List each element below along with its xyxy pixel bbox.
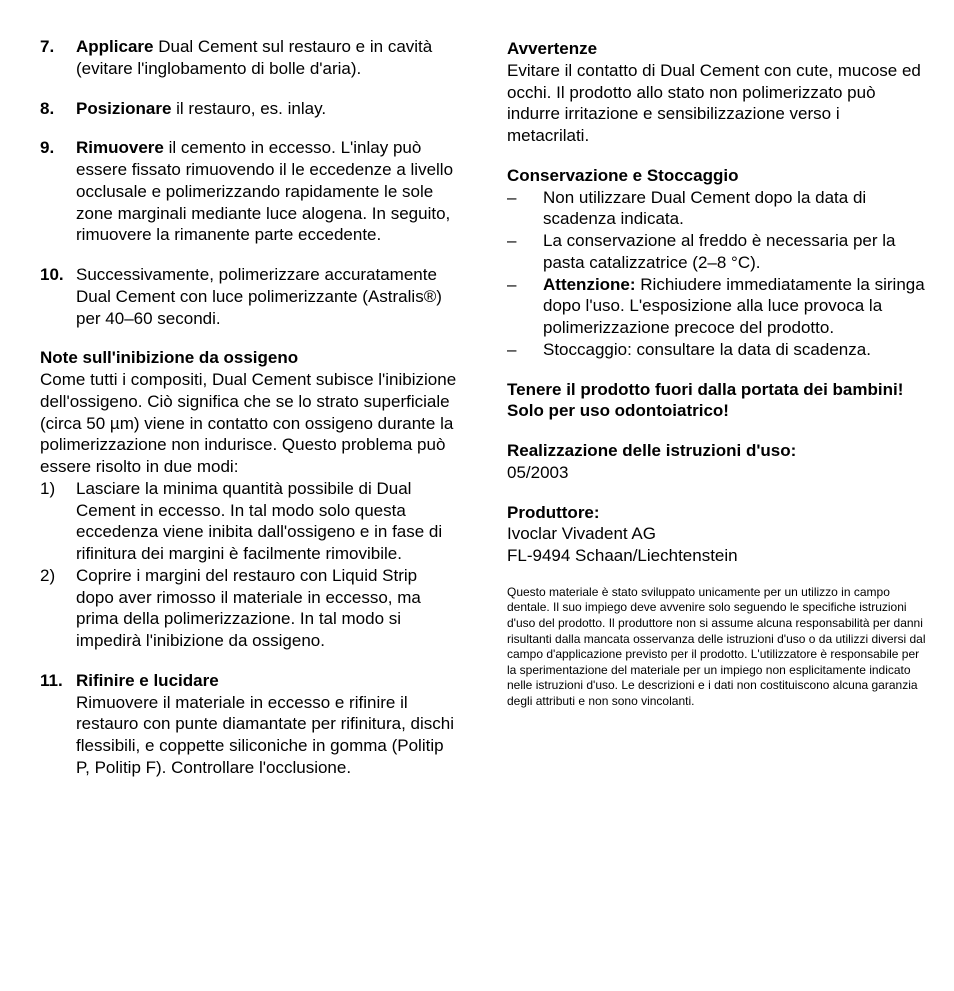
- step-body: il restauro, es. inlay.: [171, 99, 326, 118]
- step-lead: Rimuovere: [76, 138, 164, 157]
- manufacturer-heading: Produttore:: [507, 502, 926, 524]
- storage-item-1: – Non utilizzare Dual Cement dopo la dat…: [507, 187, 926, 231]
- step-lead: Applicare: [76, 37, 153, 56]
- legal-fineprint: Questo materiale è stato sviluppato unic…: [507, 585, 926, 710]
- step-11-head: Rifinire e lucidare: [76, 670, 459, 692]
- step-number: 10.: [40, 264, 76, 329]
- step-number: 9.: [40, 137, 76, 246]
- instructions-date-heading: Realizzazione delle istruzioni d'uso:: [507, 440, 926, 462]
- warnings-paragraph: Evitare il contatto di Dual Cement con c…: [507, 60, 926, 147]
- storage-item-4: – Stoccaggio: consultare la data di scad…: [507, 339, 926, 361]
- storage-text: Attenzione: Richiudere immediatamente la…: [543, 274, 926, 339]
- keep-away-warning: Tenere il prodotto fuori dalla portata d…: [507, 379, 926, 423]
- oxygen-paragraph: Come tutti i compositi, Dual Cement subi…: [40, 369, 459, 478]
- storage-bold: Attenzione:: [543, 275, 636, 294]
- enum-text: Lasciare la minima quantità possibile di…: [76, 478, 459, 565]
- warnings-heading: Avvertenze: [507, 38, 926, 60]
- instructions-date: 05/2003: [507, 462, 926, 484]
- step-7: 7. Applicare Dual Cement sul restauro e …: [40, 36, 459, 80]
- manufacturer-line-2: FL-9494 Schaan/Liechtenstein: [507, 545, 926, 567]
- dash-marker: –: [507, 339, 543, 361]
- manufacturer-line-1: Ivoclar Vivadent AG: [507, 523, 926, 545]
- step-text: Applicare Dual Cement sul restauro e in …: [76, 36, 459, 80]
- step-number: 11.: [40, 670, 76, 692]
- step-text: Posizionare il restauro, es. inlay.: [76, 98, 459, 120]
- step-number: 7.: [40, 36, 76, 80]
- storage-item-3: – Attenzione: Richiudere immediatamente …: [507, 274, 926, 339]
- enum-marker: 1): [40, 478, 76, 565]
- step-body: Successivamente, polimerizzare accuratam…: [76, 265, 442, 328]
- step-11: 11. Rifinire e lucidare Rimuovere il mat…: [40, 670, 459, 779]
- step-lead: Posizionare: [76, 99, 171, 118]
- oxygen-item-1: 1) Lasciare la minima quantità possibile…: [40, 478, 459, 565]
- storage-item-2: – La conservazione al freddo è necessari…: [507, 230, 926, 274]
- storage-heading: Conservazione e Stoccaggio: [507, 165, 926, 187]
- page: 7. Applicare Dual Cement sul restauro e …: [40, 36, 926, 797]
- step-number: 8.: [40, 98, 76, 120]
- step-text: Successivamente, polimerizzare accuratam…: [76, 264, 459, 329]
- step-10: 10. Successivamente, polimerizzare accur…: [40, 264, 459, 329]
- dash-marker: –: [507, 274, 543, 339]
- dash-marker: –: [507, 187, 543, 231]
- step-11-body: Rimuovere il materiale in eccesso e rifi…: [76, 692, 459, 779]
- enum-text: Coprire i margini del restauro con Liqui…: [76, 565, 459, 652]
- oxygen-item-2: 2) Coprire i margini del restauro con Li…: [40, 565, 459, 652]
- right-column: Avvertenze Evitare il contatto di Dual C…: [499, 36, 926, 797]
- oxygen-heading: Note sull'inibizione da ossigeno: [40, 347, 459, 369]
- storage-text: Stoccaggio: consultare la data di scaden…: [543, 339, 926, 361]
- step-9: 9. Rimuovere il cemento in eccesso. L'in…: [40, 137, 459, 246]
- left-column: 7. Applicare Dual Cement sul restauro e …: [40, 36, 467, 797]
- storage-text: Non utilizzare Dual Cement dopo la data …: [543, 187, 926, 231]
- dash-marker: –: [507, 230, 543, 274]
- step-lead: Rifinire e lucidare: [76, 671, 219, 690]
- storage-text: La conservazione al freddo è necessaria …: [543, 230, 926, 274]
- step-number-spacer: [40, 692, 76, 779]
- enum-marker: 2): [40, 565, 76, 652]
- step-text: Rimuovere il cemento in eccesso. L'inlay…: [76, 137, 459, 246]
- step-8: 8. Posizionare il restauro, es. inlay.: [40, 98, 459, 120]
